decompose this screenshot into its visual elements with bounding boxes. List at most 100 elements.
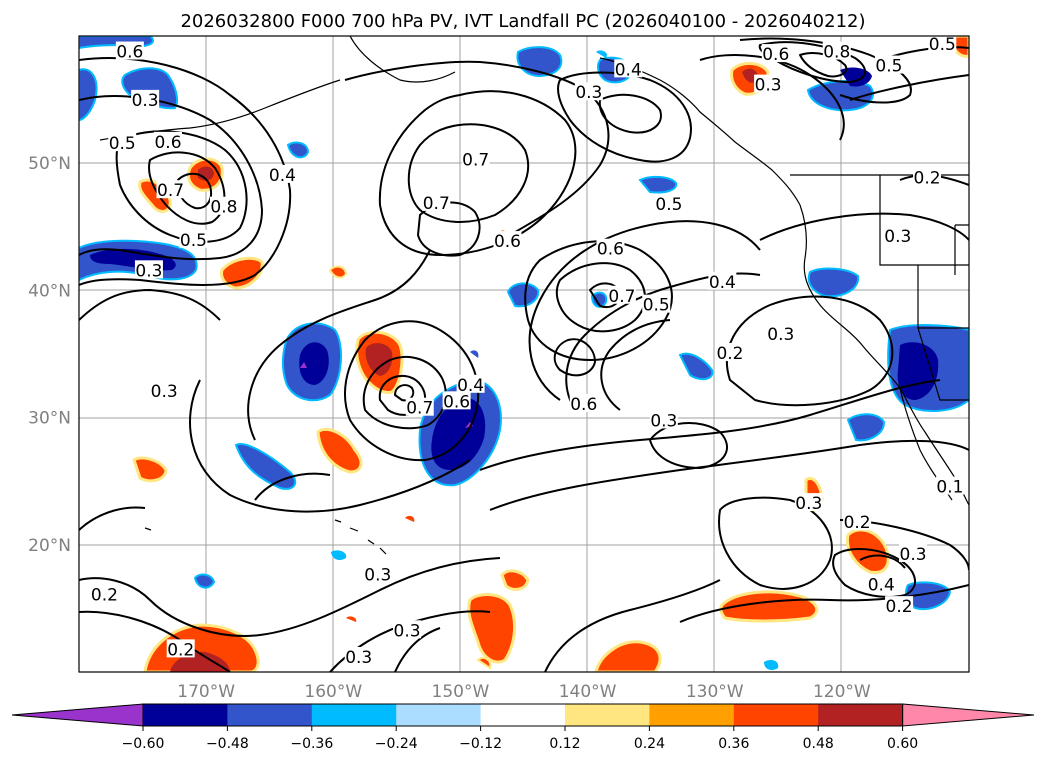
contour-label-background <box>154 131 182 150</box>
contour-label-background <box>156 180 185 199</box>
contour-label: 0.4 <box>868 576 895 596</box>
contour-label: 0.4 <box>269 166 296 186</box>
contour-label: 0.7 <box>157 181 184 201</box>
contour-0.4-ne <box>849 74 969 101</box>
contour-label-background <box>574 82 603 101</box>
contour-label-background <box>843 512 872 531</box>
colorbar-segment <box>480 704 566 726</box>
contour-label-background <box>928 36 957 52</box>
negative-anomaly-small-1 <box>286 141 310 159</box>
contour-label: 0.6 <box>443 392 470 412</box>
contour-label: 0.5 <box>929 35 956 55</box>
negative-anomaly-oregon <box>807 267 860 298</box>
colorbar-segment <box>143 704 228 726</box>
positive-anomaly-southeast-1 <box>845 528 890 575</box>
colorbar-segment <box>649 704 735 726</box>
lon-tick-label: 170°W <box>177 682 235 702</box>
contour-label-background <box>569 393 598 412</box>
contour-label: 0.6 <box>570 395 597 415</box>
contour-label: 0.2 <box>886 597 913 617</box>
contour-label-background <box>899 543 928 562</box>
contour-label: 0.5 <box>109 134 136 154</box>
positive-anomaly-w2 <box>220 256 264 290</box>
contour-label-background <box>867 574 896 593</box>
contour-label-background <box>90 584 119 603</box>
contour-label-background <box>913 167 942 186</box>
contour-0.3-california <box>725 295 894 407</box>
contour-label-background <box>794 493 823 512</box>
positive-anomaly-small-2 <box>476 657 492 670</box>
positive-anomaly-mid-1 <box>316 427 363 474</box>
contour-label-background <box>493 231 522 250</box>
contour-label: 0.3 <box>884 227 911 247</box>
colorbar-segment <box>227 704 313 726</box>
contour-label: 0.3 <box>755 76 782 96</box>
contour-0.2-se-lower <box>679 584 969 623</box>
contour-0.3-west <box>79 289 221 321</box>
contour-label-background <box>761 44 790 63</box>
contour-label-background <box>883 225 912 244</box>
pv-contours <box>79 37 969 672</box>
contour-0.3-se-inner <box>859 554 906 569</box>
negative-anomaly-streak <box>234 443 297 490</box>
contour-label: 0.2 <box>91 586 118 606</box>
contour-0.5-central <box>344 320 480 462</box>
contour-0.3-sw-small <box>254 472 331 501</box>
contour-0.3-small <box>649 422 729 469</box>
contour-label: 0.6 <box>154 133 181 153</box>
positive-anomaly-small-3 <box>405 515 415 522</box>
longitude-tick-labels: 170°W 160°W 150°W 140°W 130°W 120°W <box>177 682 871 702</box>
contour-label: 0.2 <box>716 344 743 364</box>
contour-label-background <box>885 596 914 615</box>
colorbar-outline <box>142 703 904 727</box>
contour-labels: 0.60.5 0.60.70.80.40.50.30.30.70.70.60.50… <box>90 35 964 668</box>
contour-label: 0.3 <box>575 83 602 103</box>
contour-label: 0.7 <box>406 399 433 419</box>
contour-0.5-mid-outer <box>528 220 761 401</box>
contour-label-background <box>456 374 485 393</box>
contour-label-background <box>461 149 490 168</box>
lon-tick-label: 120°W <box>813 682 871 702</box>
contour-label-background <box>822 41 851 60</box>
lat-tick-label: 20°N <box>28 536 71 556</box>
contour-label-background <box>344 647 373 666</box>
contour-label: 0.3 <box>135 261 162 281</box>
contour-label: 0.2 <box>914 168 941 188</box>
colorbar-segment <box>396 704 482 726</box>
contour-label: 0.6 <box>762 45 789 65</box>
contour-label: 0.7 <box>462 151 489 171</box>
map-content: 0.60.5 0.60.70.80.40.50.30.30.70.70.60.50… <box>79 35 969 672</box>
positive-anomaly-small-5 <box>346 616 357 622</box>
colorbar-tick-label: −0.36 <box>290 736 333 752</box>
contour-label: 0.3 <box>364 565 391 585</box>
negative-anomaly-west <box>281 322 342 402</box>
contour-label-background <box>649 410 678 429</box>
contour-0.6-mid-lower <box>600 319 671 411</box>
contour-label-background <box>442 391 471 410</box>
map-background <box>79 36 969 672</box>
lon-tick-label: 160°W <box>304 682 362 702</box>
contour-label: 0.4 <box>615 60 642 80</box>
contour-0.4-se <box>832 548 916 598</box>
contour-label-background <box>115 41 144 60</box>
negative-anomaly-small-6 <box>193 573 216 589</box>
contour-label: 0.3 <box>900 545 927 565</box>
contour-label-background <box>874 55 903 74</box>
contour-0.5-west <box>79 95 263 261</box>
latitude-tick-labels: 20°N 30°N 40°N 50°N <box>28 154 71 556</box>
contour-label: 0.5 <box>643 296 670 316</box>
contour-label-background <box>268 164 297 183</box>
negative-anomaly-california <box>887 324 969 412</box>
alaska-canada-coast <box>599 57 801 206</box>
map-title: 2026032800 F000 700 hPa PV, IVT Landfall… <box>180 11 865 32</box>
colorbar-segment <box>818 704 904 726</box>
contour-label-background <box>393 620 422 639</box>
contour-label-background <box>134 260 163 279</box>
contour-label: 0.3 <box>394 621 421 641</box>
contour-label: 0.6 <box>116 43 143 63</box>
contour-label: 0.4 <box>709 273 736 293</box>
contour-label-background <box>642 294 671 313</box>
positive-anomaly-alaska-core <box>742 68 758 83</box>
positive-anomaly-south-2 <box>500 569 530 591</box>
